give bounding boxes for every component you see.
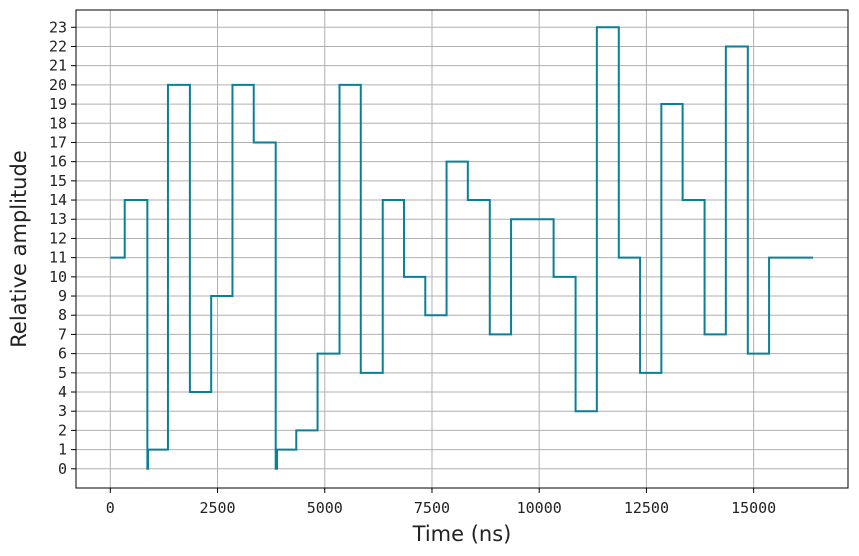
y-tick-label: 3 bbox=[58, 402, 67, 420]
y-tick-label: 2 bbox=[58, 421, 67, 439]
plot-background bbox=[76, 10, 848, 488]
x-tick-label: 7500 bbox=[414, 499, 450, 517]
y-tick-label: 6 bbox=[58, 345, 67, 363]
series-layer bbox=[110, 26, 813, 470]
y-tick-label: 1 bbox=[58, 441, 67, 459]
amplitude-step-line bbox=[110, 26, 813, 470]
x-tick-label: 2500 bbox=[199, 499, 235, 517]
y-tick-label: 13 bbox=[49, 210, 67, 228]
x-tick-label: 5000 bbox=[307, 499, 343, 517]
x-tick-label: 15000 bbox=[731, 499, 776, 517]
y-tick-label: 11 bbox=[49, 249, 67, 267]
y-axis-title: Relative amplitude bbox=[7, 150, 31, 347]
y-tick-label: 15 bbox=[49, 172, 67, 190]
y-tick-label: 23 bbox=[49, 18, 67, 36]
y-tick-label: 21 bbox=[49, 57, 67, 75]
y-tick-label: 14 bbox=[49, 191, 67, 209]
y-tick-label: 17 bbox=[49, 133, 67, 151]
y-tick-label: 18 bbox=[49, 114, 67, 132]
x-axis-title: Time (ns) bbox=[412, 522, 512, 546]
y-tick-label: 8 bbox=[58, 306, 67, 324]
y-tick-label: 10 bbox=[49, 268, 67, 286]
x-axis: 0 2500 5000 7500 10000 12500 15000 bbox=[106, 488, 776, 517]
y-tick-label: 20 bbox=[49, 76, 67, 94]
y-tick-label: 4 bbox=[58, 383, 67, 401]
y-tick-label: 9 bbox=[58, 287, 67, 305]
y-tick-label: 5 bbox=[58, 364, 67, 382]
x-tick-label: 0 bbox=[106, 499, 115, 517]
y-tick-label: 16 bbox=[49, 153, 67, 171]
x-tick-label: 10000 bbox=[517, 499, 562, 517]
y-tick-label: 12 bbox=[49, 229, 67, 247]
x-tick-label: 12500 bbox=[624, 499, 669, 517]
y-tick-label: 22 bbox=[49, 37, 67, 55]
y-tick-label: 19 bbox=[49, 95, 67, 113]
plot-frame bbox=[75, 9, 849, 489]
y-tick-label: 7 bbox=[58, 325, 67, 343]
y-tick-label: 0 bbox=[58, 460, 67, 478]
